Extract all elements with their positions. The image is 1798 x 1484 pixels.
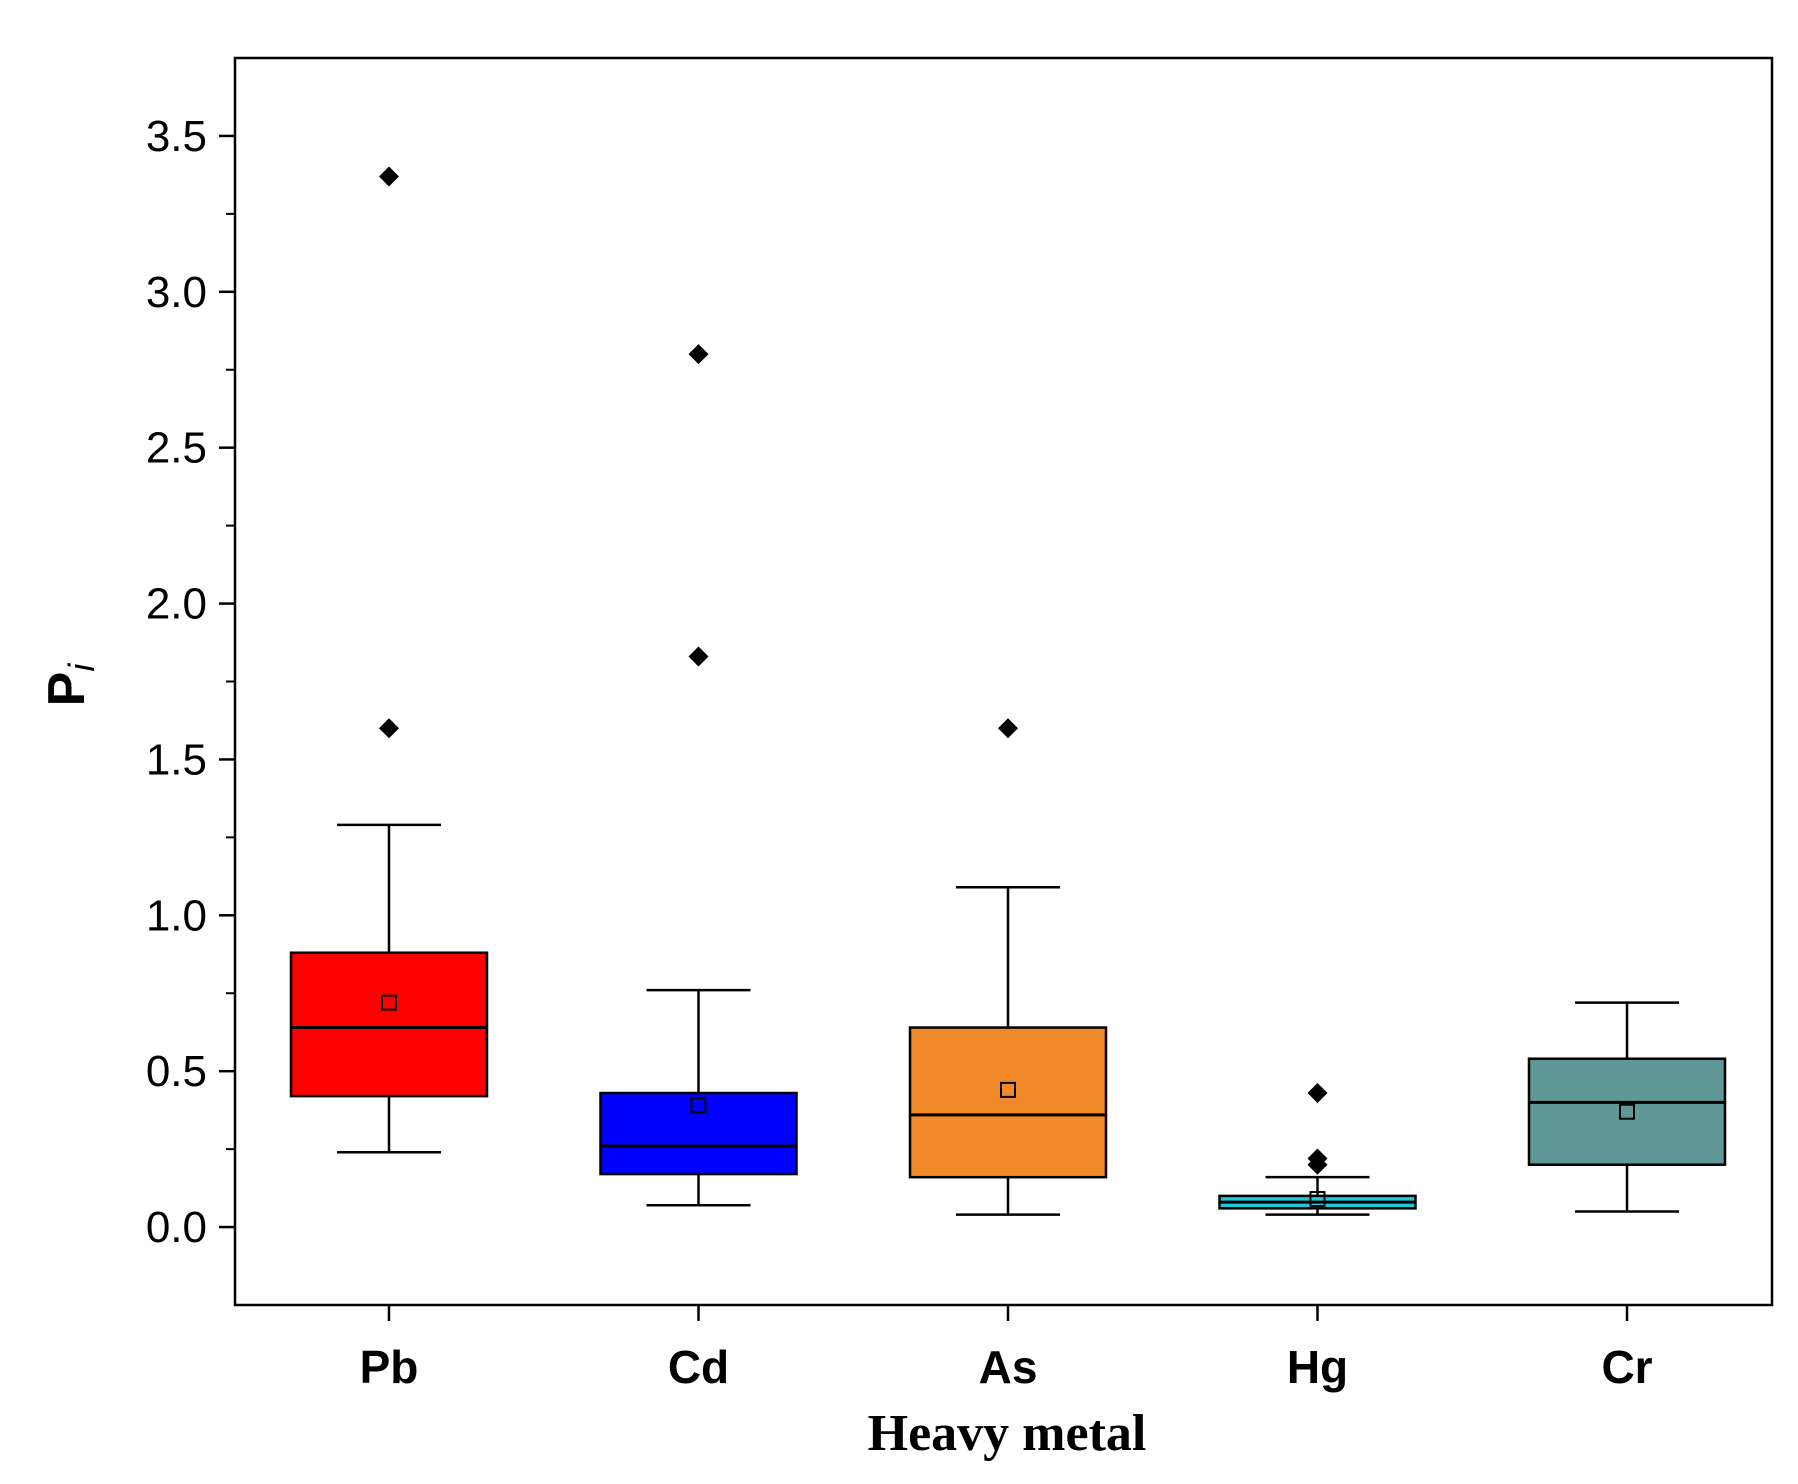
- x-tick-label-cd: Cd: [668, 1341, 729, 1393]
- box-iqr: [908, 1026, 1108, 1179]
- y-tick-label: 1.0: [146, 891, 207, 940]
- y-tick-label: 2.0: [146, 580, 207, 629]
- outlier-point: [998, 718, 1018, 739]
- outlier-point: [1307, 1083, 1328, 1104]
- mean-marker: [381, 994, 397, 1011]
- mean-marker: [1000, 1081, 1016, 1098]
- box-group-cr: [1527, 1001, 1727, 1213]
- x-tick-label-cr: Cr: [1601, 1341, 1652, 1393]
- box-group-hg: [1218, 1083, 1417, 1216]
- axis-layer: 0.0 0.5 1.0 1.5 2.0 2.5 3.0 3.5 Pb Cd As Hg Cr: [146, 56, 1774, 1393]
- box-iqr: [1527, 1057, 1727, 1166]
- y-axis-title-main: P: [38, 672, 96, 707]
- box-iqr: [289, 951, 489, 1098]
- y-axis-title-subscript: i: [61, 663, 102, 672]
- y-tick-label: 1.5: [146, 735, 207, 784]
- mean-marker: [1309, 1191, 1326, 1208]
- box-group-cd: [599, 344, 798, 1207]
- box-group-as: [908, 718, 1108, 1216]
- y-tick-label: 3.5: [146, 112, 207, 161]
- outlier-point: [688, 646, 709, 667]
- box-iqr: [599, 1091, 798, 1176]
- y-axis-title: Pi: [38, 663, 102, 707]
- outlier-point: [379, 718, 399, 739]
- x-axis-title: Heavy metal: [868, 1405, 1147, 1462]
- plot-layer: [289, 166, 1727, 1216]
- y-tick-label: 0.0: [146, 1203, 207, 1252]
- outlier-point: [688, 344, 709, 365]
- mean-marker: [1619, 1103, 1635, 1120]
- mean-marker: [690, 1097, 707, 1114]
- x-tick-label-hg: Hg: [1287, 1341, 1348, 1393]
- x-tick-label-pb: Pb: [360, 1341, 419, 1393]
- y-tick-label: 2.5: [146, 424, 207, 473]
- outlier-point: [379, 166, 399, 187]
- y-tick-label: 3.0: [146, 268, 207, 317]
- y-tick-label: 0.5: [146, 1047, 207, 1096]
- x-tick-label-as: As: [979, 1341, 1038, 1393]
- box-group-pb: [289, 166, 489, 1154]
- outlier-point: [1307, 1148, 1328, 1169]
